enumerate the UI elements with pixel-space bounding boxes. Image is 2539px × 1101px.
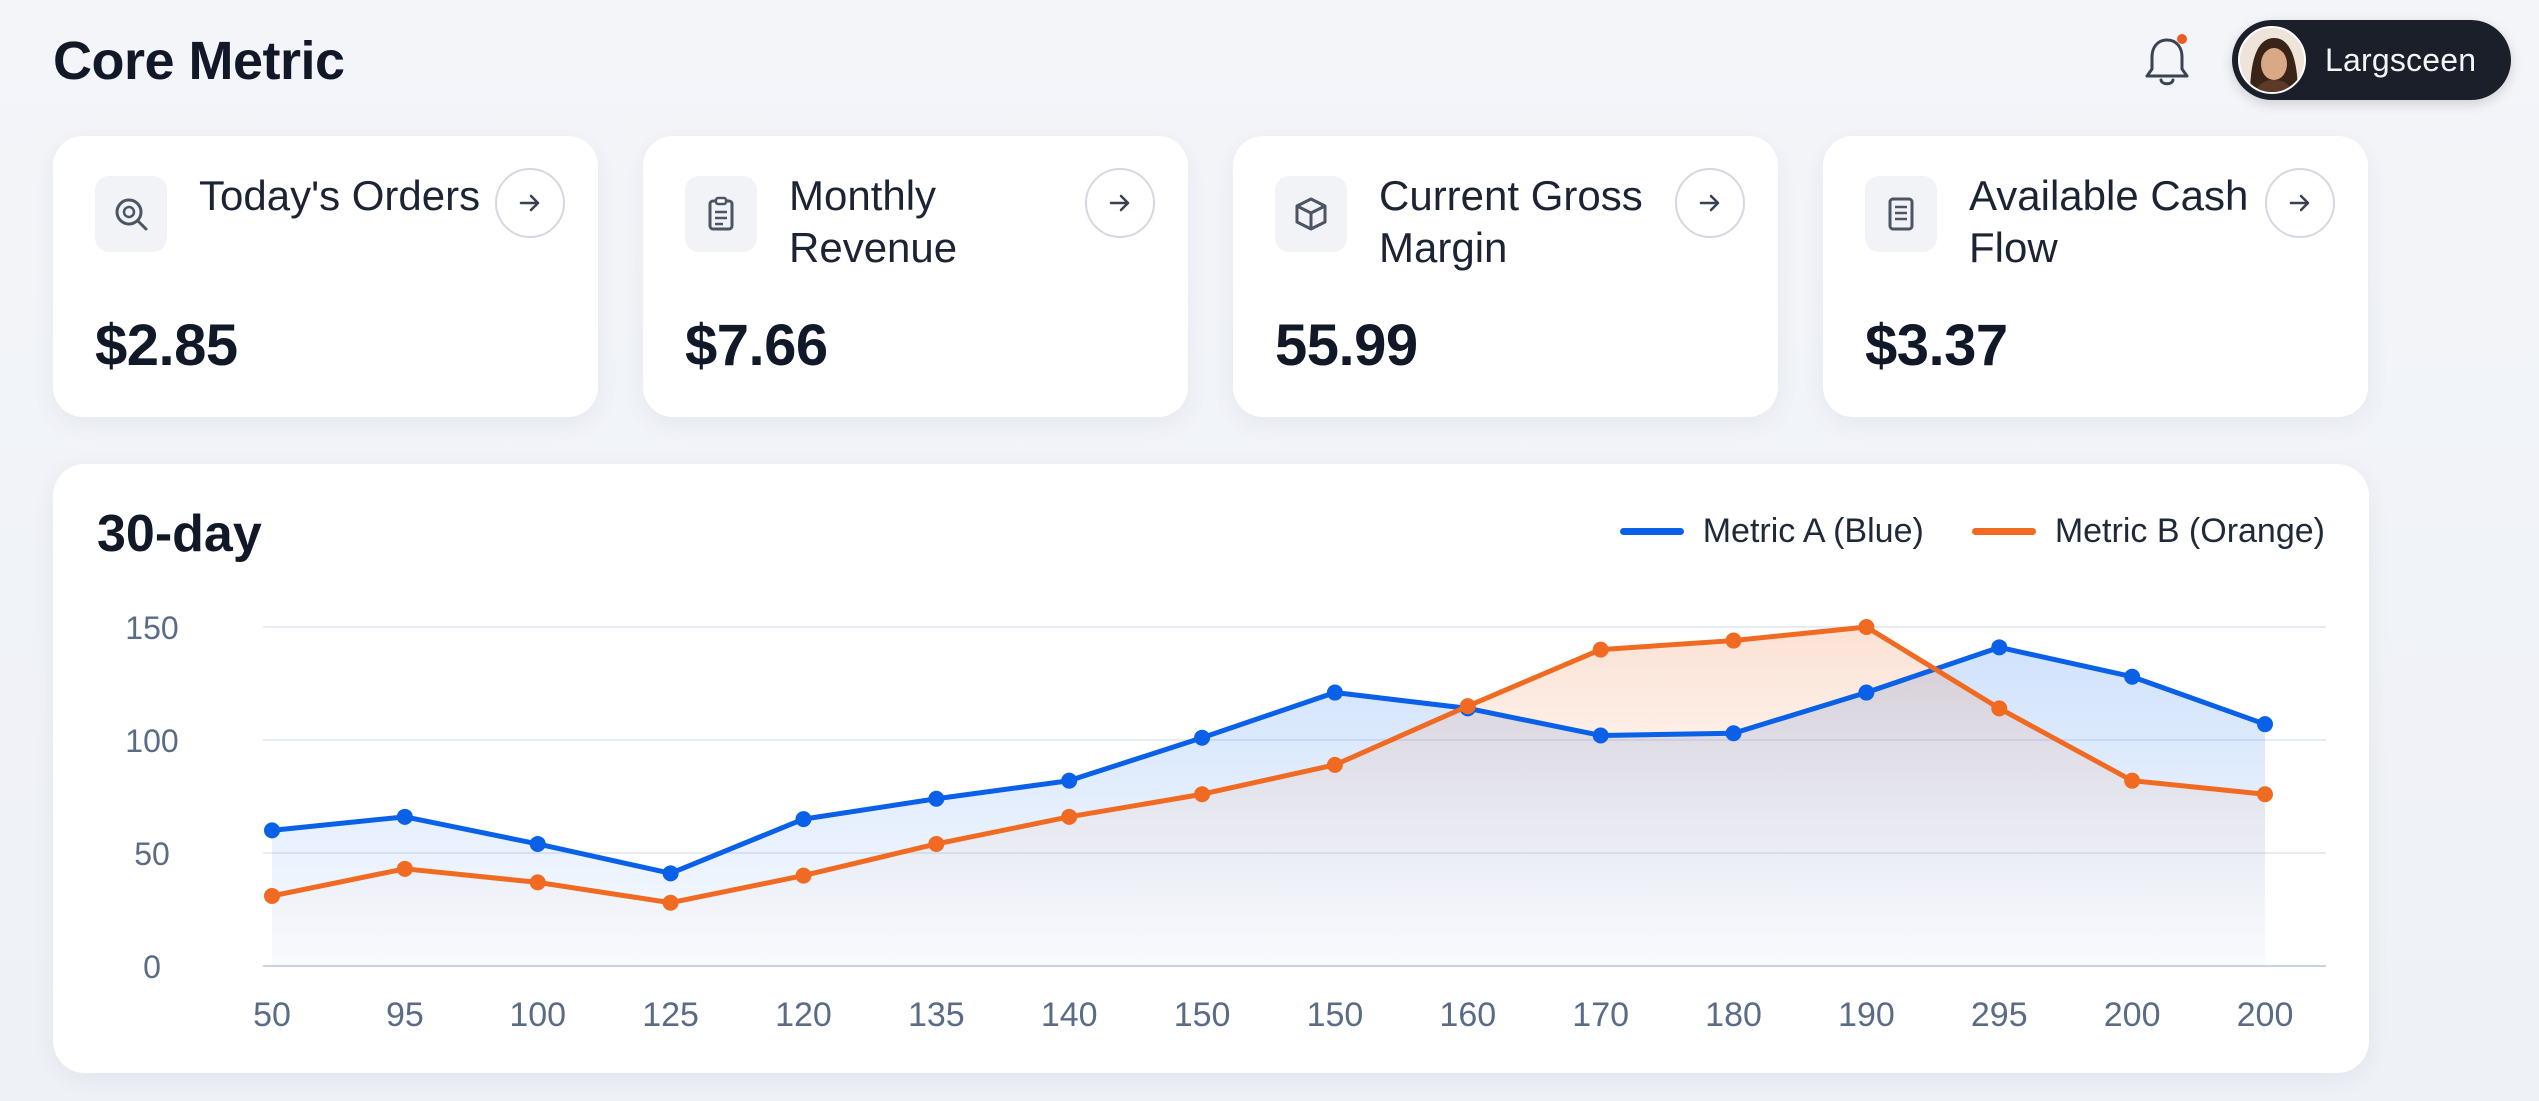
chart-panel: 0 50 100 150 50 95 100 125 120 135 140 150 150 160 170… [53,464,2369,1073]
data-point [2124,668,2141,685]
search-icon [95,176,167,252]
y-tick-label: 0 [143,949,161,985]
data-point [1725,725,1742,742]
card-value: 55.99 [1275,313,1418,378]
kpi-card-gross-margin[interactable]: Current Gross Margin 55.99 [1233,136,1778,417]
card-label: Today's Orders [199,172,481,219]
data-point [396,860,413,877]
data-point [1991,639,2008,656]
data-point [264,822,280,839]
data-point [1991,700,2008,717]
data-point [1858,684,1875,701]
x-tick-label: 200 [2104,996,2161,1034]
x-tick-label: 135 [908,996,965,1034]
data-point [1061,772,1078,789]
data-point [795,811,812,828]
data-point [1194,729,1211,746]
x-tick-label: 150 [1307,996,1364,1034]
user-menu-button[interactable]: Largsceen [2232,20,2511,100]
data-point [1459,698,1476,715]
data-point [1194,786,1211,803]
avatar [2238,26,2306,94]
kpi-card-todays-orders[interactable]: Today's Orders $2.85 [53,136,598,417]
kpi-card-cash-flow[interactable]: Available Cash Flow $3.37 [1823,136,2368,417]
card-label: Available Cash Flow [1969,172,2249,271]
card-label: Current Gross Margin [1379,172,1643,271]
data-point [795,867,812,884]
data-point [1858,619,1875,635]
x-tick-label: 200 [2237,996,2294,1034]
x-tick-label: 50 [253,996,291,1034]
card-value: $7.66 [685,313,828,378]
data-point [1725,632,1742,649]
arrow-right-icon[interactable] [2265,168,2335,238]
data-point [662,865,679,882]
arrow-right-icon[interactable] [1085,168,1155,238]
box-icon [1275,176,1347,252]
data-point [396,808,413,825]
data-point [264,887,280,904]
x-tick-label: 120 [775,996,832,1034]
series-line [269,624,2268,906]
x-tick-label: 100 [509,996,566,1034]
data-point [1592,727,1609,744]
x-tick-label: 180 [1705,996,1762,1034]
x-tick-label: 160 [1439,996,1496,1034]
y-tick-label: 150 [125,610,178,646]
data-point [2257,786,2273,803]
data-point [928,835,945,852]
notification-bell-icon[interactable] [2140,30,2194,90]
x-tick-label: 140 [1041,996,1098,1034]
y-tick-label: 50 [134,836,170,872]
chart-title: 30-day [97,505,262,563]
chart-legend: Metric A (Blue) Metric B (Orange) [1572,512,2325,551]
kpi-card-monthly-revenue[interactable]: Monthly Revenue $7.66 [643,136,1188,417]
arrow-right-icon[interactable] [495,168,565,238]
card-value: $2.85 [95,313,238,378]
arrow-right-icon[interactable] [1675,168,1745,238]
data-point [928,790,945,807]
legend-item-metric-b[interactable]: Metric B (Orange) [1971,512,2325,551]
x-tick-label: 170 [1572,996,1629,1034]
x-tick-label: 190 [1838,996,1895,1034]
line-chart: 0 50 100 150 50 95 100 125 120 135 140 150 150 160 170… [125,610,2326,1034]
data-point [2257,716,2273,733]
legend-item-metric-a[interactable]: Metric A (Blue) [1619,512,1924,551]
data-point [1061,808,1078,825]
series-area [272,627,2265,966]
user-name: Largsceen [2325,41,2477,78]
x-tick-label: 150 [1174,996,1231,1034]
data-point [1326,684,1343,701]
document-icon [1865,176,1937,252]
data-point [1592,641,1609,658]
legend-label: Metric A (Blue) [1702,512,1924,550]
card-label: Monthly Revenue [789,172,958,271]
data-point [662,894,679,911]
data-point [529,835,546,852]
y-tick-label: 100 [125,723,178,759]
data-point [529,874,546,891]
x-tick-label: 295 [1971,996,2028,1034]
card-value: $3.37 [1865,313,2008,378]
legend-swatch-orange [1971,528,2036,535]
x-tick-label: 125 [642,996,699,1034]
x-tick-label: 95 [386,996,424,1034]
clipboard-icon [685,176,757,252]
legend-swatch-blue [1619,528,1684,535]
data-point [2124,772,2141,789]
data-point [1326,756,1343,773]
page-title: Core Metric [53,31,345,91]
legend-label: Metric B (Orange) [2054,512,2325,550]
